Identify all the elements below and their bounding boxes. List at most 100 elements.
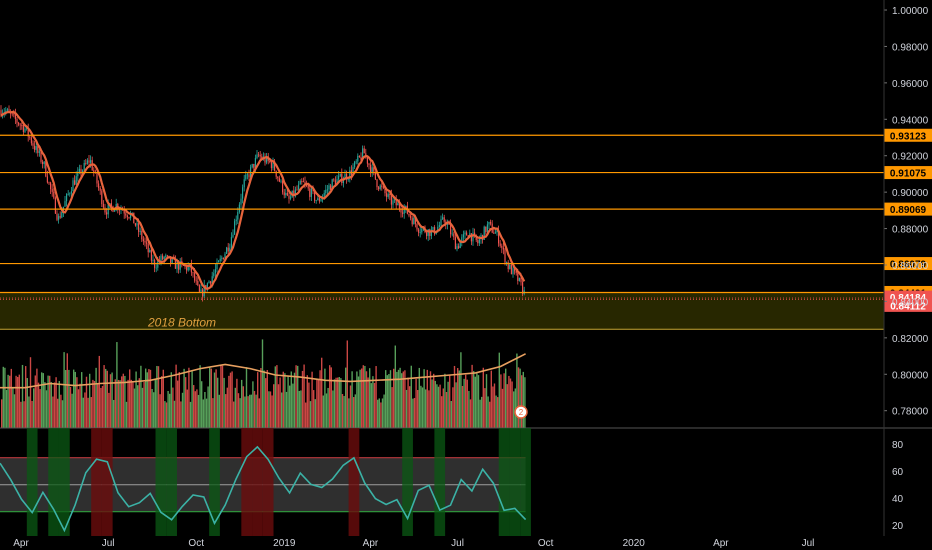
candle-body-280 — [448, 223, 450, 225]
volume-bar-38 — [61, 400, 64, 428]
volume-bar-293 — [469, 399, 472, 428]
candle-body-98 — [157, 260, 159, 268]
volume-bar-176 — [282, 371, 284, 428]
candle-body-116 — [186, 266, 188, 271]
candle-body-84 — [134, 223, 136, 226]
volume-bar-281 — [450, 400, 452, 428]
candle-body-186 — [298, 184, 300, 190]
volume-bar-320 — [513, 391, 515, 428]
volume-bar-95 — [153, 392, 155, 428]
volume-bar-272 — [436, 384, 438, 428]
candle-body-234 — [374, 171, 376, 180]
volume-bar-189 — [303, 364, 305, 428]
volume-bar-323 — [517, 367, 520, 428]
oversold-zone-3 — [26, 428, 38, 536]
volume-bar-59 — [95, 367, 97, 428]
candle-body-136 — [218, 260, 220, 263]
volume-bar-230 — [369, 368, 371, 428]
volume-bar-75 — [121, 376, 123, 428]
candle-body-129 — [206, 283, 208, 290]
candle-body-102 — [163, 257, 165, 260]
candle-body-302 — [483, 226, 485, 240]
candle-body-198 — [317, 198, 319, 201]
candle-body-36 — [58, 216, 60, 220]
volume-bar-16 — [26, 378, 28, 428]
candle-body-210 — [336, 179, 338, 186]
candle-body-48 — [77, 171, 79, 177]
volume-bar-43 — [69, 386, 72, 428]
volume-bar-18 — [29, 357, 32, 428]
volume-bar-3 — [5, 389, 8, 428]
candle-body-12 — [19, 124, 21, 126]
candle-body-50 — [80, 168, 82, 175]
candle-body-256 — [410, 215, 412, 219]
volume-bar-196 — [314, 399, 316, 428]
volume-bar-156 — [250, 394, 252, 428]
candle-body-79 — [126, 215, 128, 218]
candle-body-163 — [261, 156, 263, 160]
candle-body-236 — [378, 187, 380, 190]
volume-bar-324 — [519, 368, 521, 428]
candle-body-117 — [187, 266, 189, 271]
volume-bar-248 — [397, 369, 400, 428]
candle-body-325 — [520, 277, 522, 283]
volume-bar-197 — [316, 378, 318, 428]
candle-body-53 — [85, 163, 87, 164]
volume-bar-191 — [306, 375, 308, 428]
volume-bar-123 — [197, 394, 200, 428]
volume-bar-137 — [220, 365, 222, 428]
candle-body-193 — [309, 188, 311, 197]
candle-body-315 — [504, 249, 506, 263]
volume-bar-210 — [337, 377, 339, 428]
candle-body-43 — [69, 193, 71, 195]
volume-bar-151 — [242, 386, 244, 428]
candle-body-295 — [472, 232, 474, 242]
price-badge-label-0: 0.84184 — [890, 293, 927, 304]
oversold-zone-48 — [509, 428, 521, 536]
volume-bar-294 — [471, 364, 473, 428]
volume-bar-216 — [346, 340, 348, 428]
candle-body-284 — [454, 237, 456, 250]
volume-bar-73 — [117, 379, 120, 428]
candle-body-199 — [318, 198, 320, 202]
volume-bar-63 — [101, 385, 104, 428]
volume-bar-311 — [498, 352, 500, 428]
candle-body-63 — [101, 190, 103, 205]
volume-bar-158 — [253, 391, 256, 428]
volume-bar-133 — [213, 372, 216, 428]
overbought-zone-24 — [252, 428, 263, 536]
volume-bar-164 — [263, 370, 265, 428]
candle-body-196 — [314, 190, 316, 201]
volume-bar-144 — [231, 371, 233, 428]
candle-body-8 — [13, 113, 15, 115]
volume-bar-206 — [330, 367, 332, 428]
volume-bar-119 — [191, 371, 193, 428]
volume-bar-78 — [125, 401, 128, 428]
volume-bar-70 — [113, 399, 115, 428]
candle-body-13 — [21, 124, 23, 126]
candle-body-267 — [427, 229, 429, 236]
x-tick-label-6: Oct — [538, 538, 554, 549]
candle-body-4 — [6, 109, 8, 111]
candle-body-303 — [485, 226, 487, 233]
volume-bar-168 — [269, 391, 272, 428]
candle-body-172 — [275, 170, 277, 177]
volume-bar-82 — [132, 381, 134, 428]
candle-body-197 — [315, 200, 317, 201]
volume-bar-286 — [458, 370, 460, 428]
volume-bar-251 — [402, 371, 404, 428]
volume-bar-310 — [497, 397, 499, 428]
candle-body-78 — [125, 213, 127, 216]
volume-bar-149 — [239, 398, 241, 428]
candle-body-277 — [443, 217, 445, 222]
volume-bar-170 — [273, 384, 275, 428]
candle-body-153 — [245, 174, 247, 180]
volume-bar-291 — [466, 379, 468, 428]
volume-bar-79 — [127, 379, 129, 428]
volume-bar-249 — [399, 367, 401, 428]
candle-body-149 — [238, 204, 240, 213]
volume-bar-282 — [452, 387, 454, 428]
candle-body-46 — [74, 180, 76, 185]
volume-bar-277 — [444, 373, 446, 428]
candle-body-88 — [141, 231, 143, 240]
